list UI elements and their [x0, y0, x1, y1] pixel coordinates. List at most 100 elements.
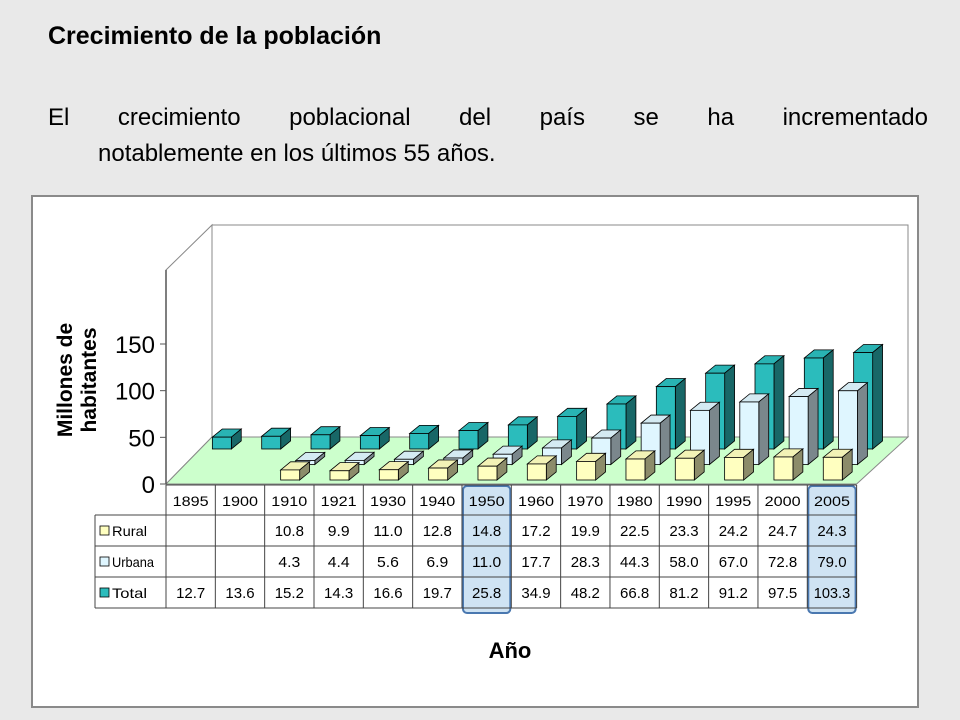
paragraph-line-2: notablemente en los últimos 55 años.: [98, 140, 496, 167]
bar-rural-front: [378, 469, 399, 481]
paragraph-word: ha: [707, 104, 735, 131]
data-label: 79.0: [817, 554, 846, 571]
data-label: 66.8: [620, 585, 649, 602]
data-label: 14.3: [324, 585, 353, 602]
data-label: 17.7: [521, 554, 550, 571]
data-label: 9.9: [328, 523, 350, 540]
y-tick-label: 150: [115, 332, 155, 359]
bar-urbana: [788, 387, 820, 466]
data-label: 91.2: [719, 585, 748, 602]
y-axis-title: Millones de habitantes: [54, 323, 101, 437]
x-tick-label: 1970: [567, 493, 603, 509]
bar-rural: [328, 461, 361, 481]
data-label: 15.2: [275, 585, 304, 602]
bar-rural-front: [576, 461, 597, 481]
legend-label: Total: [112, 585, 147, 601]
bar-total: [605, 395, 638, 450]
bar-rural: [822, 448, 854, 481]
bar-urbana-side: [758, 393, 770, 466]
x-tick-label: 1960: [518, 493, 554, 509]
bar-total: [359, 426, 391, 450]
bar-total-front: [507, 424, 528, 450]
bar-urbana: [344, 451, 376, 466]
x-tick-label: 1930: [370, 493, 406, 509]
data-label: 4.4: [328, 554, 350, 571]
bar-rural: [378, 460, 410, 481]
bar-rural: [476, 457, 509, 481]
bar-rural: [674, 449, 706, 481]
bar-total-side: [674, 377, 686, 450]
paragraph-word: El: [48, 104, 70, 131]
bar-total-side: [872, 343, 883, 450]
bar-rural-front: [477, 465, 498, 481]
data-label: 4.3: [278, 554, 300, 571]
bar-urbana-side: [857, 381, 868, 466]
bar-total-side: [724, 364, 735, 450]
data-label: 19.9: [571, 523, 600, 540]
bar-total: [408, 424, 440, 450]
bar-rural-front: [773, 456, 794, 481]
y-tick-label: 100: [115, 379, 155, 406]
y-axis-title-line2: habitantes: [78, 327, 101, 432]
y-tick-label: 0: [142, 472, 155, 499]
bar-total-front: [409, 433, 430, 450]
y-axis-title-line1: Millones de: [54, 323, 77, 437]
bar-rural: [624, 450, 656, 481]
slide-title: Crecimiento de la población: [48, 22, 382, 50]
bar-total-front: [458, 430, 479, 450]
highlight-column: [807, 485, 857, 614]
bar-rural-front: [428, 467, 449, 481]
data-label: 24.2: [719, 523, 748, 540]
x-tick-label: 1940: [419, 493, 455, 509]
paragraph-word: país: [539, 104, 585, 131]
bar-total-front: [211, 436, 232, 450]
bar-rural: [772, 448, 804, 481]
data-label: 34.9: [521, 585, 550, 602]
data-label: 10.8: [275, 523, 304, 540]
bar-rural-front: [526, 463, 547, 481]
x-tick-label: 1950: [469, 493, 505, 509]
legend-swatch: [99, 587, 110, 598]
bar-total-side: [822, 349, 834, 450]
legend-swatch: [99, 525, 110, 536]
data-label: 58.0: [669, 554, 698, 571]
data-label: 44.3: [620, 554, 649, 571]
bar-urbana-side: [709, 401, 720, 466]
bar-rural: [279, 460, 311, 481]
data-label: 22.5: [620, 523, 649, 540]
legend-label: Rural: [112, 523, 147, 539]
x-tick-label: 2000: [765, 493, 801, 509]
bar-rural: [526, 455, 558, 481]
paragraph-word: poblacional: [289, 104, 411, 131]
data-label: 19.7: [423, 585, 452, 602]
data-label: 6.9: [426, 554, 448, 571]
data-label: 16.6: [373, 585, 402, 602]
data-label: 28.3: [571, 554, 600, 571]
bar-rural: [427, 459, 459, 481]
bar-rural-front: [280, 469, 301, 481]
slide-paragraph: El crecimiento poblacional del país se ha incre…: [48, 100, 928, 172]
x-axis-title: Año: [489, 638, 532, 663]
paragraph-word: se: [633, 104, 659, 131]
data-label: 24.7: [768, 523, 797, 540]
paragraph-word: del: [459, 104, 492, 131]
data-label: 48.2: [571, 585, 600, 602]
bar-total-front: [359, 435, 380, 450]
data-label: 11.0: [472, 554, 501, 571]
bar-total-front: [310, 434, 331, 450]
bar-urbana: [738, 393, 770, 466]
bar-rural: [723, 448, 755, 481]
x-tick-label: 1995: [715, 493, 751, 509]
legend-label: Urbana: [112, 554, 154, 570]
bar-total: [457, 421, 490, 450]
highlight-column: [461, 485, 512, 614]
data-label: 5.6: [377, 554, 399, 571]
bar-total: [211, 428, 243, 450]
x-tick-label: 1900: [222, 493, 258, 509]
data-label: 67.0: [719, 554, 748, 571]
data-label: 72.8: [768, 554, 797, 571]
data-label: 97.5: [768, 585, 797, 602]
data-label: 11.0: [373, 523, 402, 540]
y-tick-label: 50: [128, 425, 155, 452]
x-tick-label: 1921: [321, 493, 357, 509]
